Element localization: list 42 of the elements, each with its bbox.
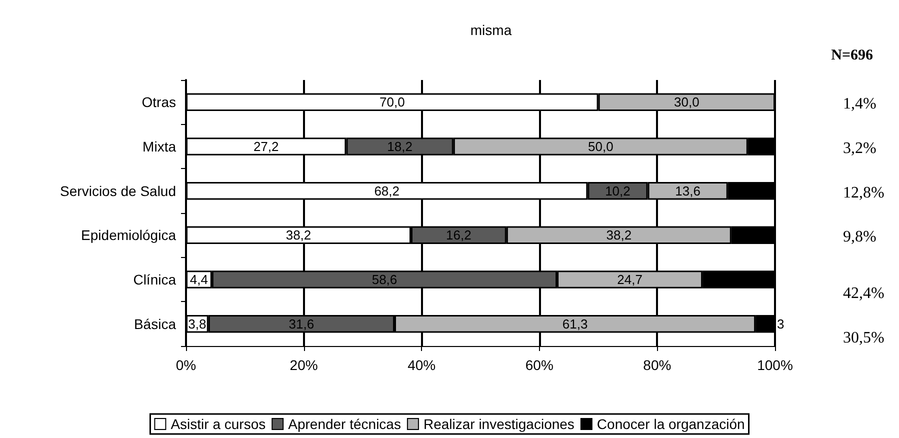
data-label: 68,2 bbox=[374, 183, 400, 198]
y-tick-label: Servicios de Salud bbox=[60, 182, 176, 199]
data-label: 4,4 bbox=[190, 272, 208, 287]
text: N=696 bbox=[831, 48, 874, 64]
x-tick-label: 0% bbox=[176, 357, 196, 373]
data-label: 18,2 bbox=[387, 139, 412, 154]
text: 1,4% bbox=[843, 96, 876, 113]
text: 9,8% bbox=[843, 228, 876, 246]
legend-label: Conocer la organzación bbox=[596, 416, 745, 432]
data-label: 3,8 bbox=[188, 316, 206, 332]
data-label: 13,6 bbox=[675, 183, 700, 198]
legend-label: Aprender técnicas bbox=[288, 416, 401, 432]
y-tick-label: Clínica bbox=[133, 272, 176, 288]
data-label: 38,2 bbox=[286, 228, 312, 243]
data-label: 10,2 bbox=[605, 183, 630, 198]
text: 12,8% bbox=[843, 184, 884, 202]
x-tick-label: 60% bbox=[525, 357, 554, 373]
data-label: 27,2 bbox=[253, 139, 279, 154]
data-label: 16,2 bbox=[446, 228, 472, 243]
data-label: 31,6 bbox=[288, 316, 314, 332]
data-label: 24,7 bbox=[617, 272, 642, 287]
data-label: 58,6 bbox=[372, 272, 398, 287]
data-label: 50,0 bbox=[588, 139, 614, 154]
text: 42,4% bbox=[843, 285, 884, 302]
legend-label: Asistir a cursos bbox=[170, 416, 266, 432]
data-label: 61,3 bbox=[562, 316, 588, 332]
data-label: 3 bbox=[777, 316, 784, 332]
y-tick-label: Otras bbox=[142, 94, 176, 110]
data-label: 30,0 bbox=[674, 94, 700, 110]
text: 30,5% bbox=[843, 329, 884, 346]
data-label: 38,2 bbox=[606, 228, 632, 243]
x-tick-label: 40% bbox=[408, 357, 436, 373]
y-tick-label: Epidemiológica bbox=[81, 227, 176, 244]
data-label: 70,0 bbox=[379, 94, 405, 110]
legend-label: Realizar investigaciones bbox=[423, 416, 574, 432]
chart-title: misma bbox=[470, 22, 512, 38]
y-tick-label: Básica bbox=[134, 316, 176, 332]
text: 3,2% bbox=[843, 140, 876, 157]
x-tick-label: 20% bbox=[290, 357, 318, 373]
x-tick-label: 100% bbox=[757, 357, 793, 373]
x-tick-label: 80% bbox=[643, 357, 672, 373]
y-tick-label: Mixta bbox=[142, 138, 176, 154]
